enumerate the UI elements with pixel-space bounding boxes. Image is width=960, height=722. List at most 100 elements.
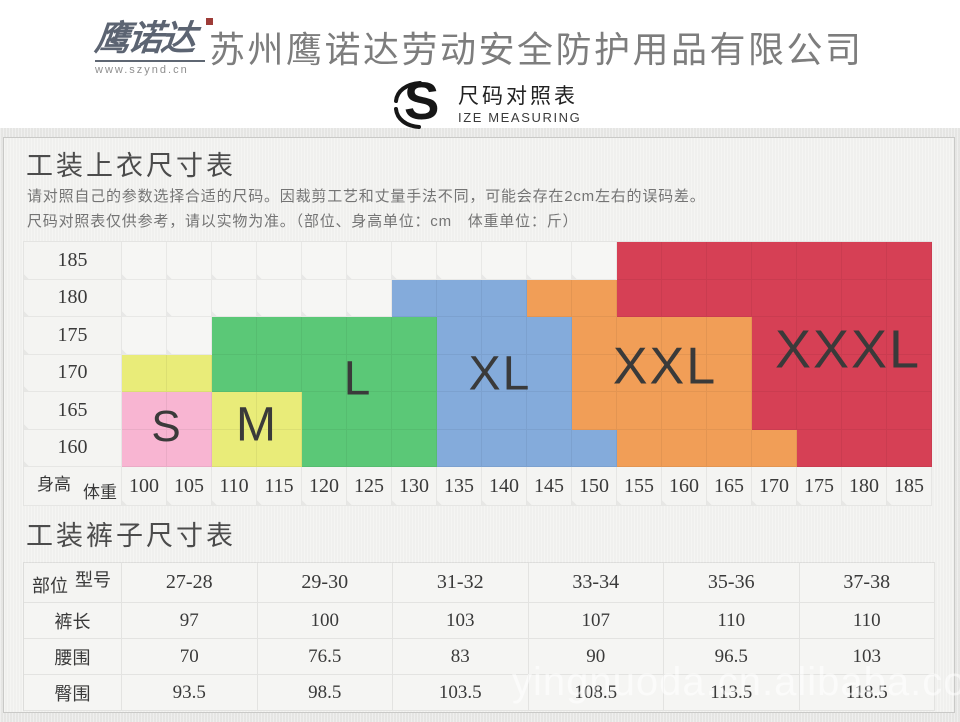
badge-text: 尺码对照表 IZE MEASURING — [458, 80, 581, 125]
size-grid-cell — [257, 279, 302, 317]
size-grid-cell — [797, 279, 842, 317]
size-grid-cell — [437, 317, 482, 355]
height-tick-label: 185 — [24, 242, 122, 280]
size-note-line1: 请对照自己的参数选择合适的尺码。因裁剪工艺和丈量手法不同，可能会存在2cm左右的… — [27, 188, 706, 205]
weight-tick-label: 100 — [122, 467, 167, 506]
size-grid-cell — [347, 242, 392, 280]
company-logo: 鹰诺达 www.szynd.cn — [93, 18, 213, 76]
weight-tick-label: 175 — [797, 467, 842, 506]
size-grid-cell — [842, 354, 887, 392]
size-grid-cell — [122, 392, 167, 430]
size-grid-cell — [167, 354, 212, 392]
size-grid-cell — [257, 429, 302, 467]
pants-value: 93.5 — [122, 675, 258, 711]
weight-tick-label: 140 — [482, 467, 527, 506]
size-grid-cell — [572, 317, 617, 355]
size-grid-cell — [482, 354, 527, 392]
size-grid-cell — [752, 242, 797, 280]
size-grid-cell — [212, 354, 257, 392]
size-grid-cell — [527, 317, 572, 355]
size-grid-cell — [302, 279, 347, 317]
size-grid-cell — [887, 392, 932, 430]
badge-subtitle: IZE MEASURING — [458, 110, 582, 125]
size-note-line2: 尺码对照表仅供参考，请以实物为准。（部位、身高单位：cm 体重单位：斤） — [27, 213, 579, 230]
size-grid-cell — [842, 429, 887, 467]
size-grid-cell — [887, 317, 932, 355]
size-grid-cell — [887, 354, 932, 392]
logo-brand-text: 鹰诺达 — [93, 19, 197, 58]
size-grid-cell — [527, 242, 572, 280]
size-grid-cell — [797, 392, 842, 430]
pants-corner-part: 部位 — [32, 576, 68, 596]
weight-tick-label: 150 — [572, 467, 617, 506]
size-grid-cell — [122, 354, 167, 392]
weight-tick-label: 105 — [167, 467, 212, 506]
weight-tick-label: 125 — [347, 467, 392, 506]
badge-title: 尺码对照表 — [458, 85, 578, 108]
size-grid-cell — [752, 354, 797, 392]
size-grid-cell — [707, 429, 752, 467]
size-grid-cell — [572, 242, 617, 280]
size-grid-cell — [347, 354, 392, 392]
pants-value: 103 — [393, 603, 529, 639]
size-grid-cell — [662, 354, 707, 392]
size-grid-cell — [167, 392, 212, 430]
size-grid-cell — [707, 242, 752, 280]
size-grid-cell — [842, 317, 887, 355]
size-grid-cell — [437, 392, 482, 430]
size-grid-cell — [437, 354, 482, 392]
pants-column-header: 29-30 — [257, 563, 393, 603]
size-grid-cell — [302, 242, 347, 280]
pants-value: 103 — [799, 639, 935, 675]
weight-tick-label: 135 — [437, 467, 482, 506]
size-grid-cell — [257, 392, 302, 430]
pants-value: 76.5 — [257, 639, 393, 675]
y-axis-label: 身高 — [37, 475, 71, 494]
size-grid-cell — [752, 429, 797, 467]
size-grid-cell — [122, 317, 167, 355]
tops-size-grid: S M L XL XXL XXXL 185 180 175 170 165 160 身高 体重 100 10… — [23, 241, 932, 506]
size-grid-cell — [482, 279, 527, 317]
size-grid-cell — [392, 317, 437, 355]
pants-value: 107 — [528, 603, 664, 639]
size-grid-cell — [302, 354, 347, 392]
pants-value: 103.5 — [393, 675, 529, 711]
size-grid-cell — [167, 429, 212, 467]
logo-divider — [95, 60, 205, 62]
size-grid-cell — [752, 317, 797, 355]
size-grid-cell — [347, 392, 392, 430]
pants-corner-model: 型号 — [75, 570, 111, 590]
weight-tick-label: 170 — [752, 467, 797, 506]
size-grid-cell — [392, 392, 437, 430]
size-grid-cell — [797, 354, 842, 392]
height-tick-label: 175 — [24, 317, 122, 355]
size-grid-cell — [797, 429, 842, 467]
size-grid-cell — [212, 242, 257, 280]
size-grid-cell — [302, 392, 347, 430]
pants-value: 118.5 — [799, 675, 935, 711]
size-grid-cell — [662, 392, 707, 430]
weight-tick-label: 155 — [617, 467, 662, 506]
pants-value: 90 — [528, 639, 664, 675]
x-axis-label: 体重 — [83, 483, 117, 502]
size-grid-cell — [707, 317, 752, 355]
pants-row-label: 裤长 — [24, 603, 122, 639]
size-grid-cell — [842, 392, 887, 430]
tops-section-title: 工装上衣尺寸表 — [26, 151, 236, 181]
weight-tick-label: 130 — [392, 467, 437, 506]
size-grid-cell — [392, 242, 437, 280]
size-grid-cell — [887, 242, 932, 280]
pants-column-header: 35-36 — [664, 563, 800, 603]
weight-tick-label: 180 — [842, 467, 887, 506]
pants-column-header: 27-28 — [122, 563, 258, 603]
pants-value: 113.5 — [664, 675, 800, 711]
size-grid-cell — [662, 317, 707, 355]
size-grid-cell — [122, 429, 167, 467]
pants-value: 100 — [257, 603, 393, 639]
size-grid-cell — [662, 279, 707, 317]
pants-column-header: 33-34 — [528, 563, 664, 603]
pants-value: 97 — [122, 603, 258, 639]
size-grid-cell — [257, 317, 302, 355]
size-grid-cell — [752, 279, 797, 317]
size-badge-arcs-icon — [394, 81, 422, 129]
